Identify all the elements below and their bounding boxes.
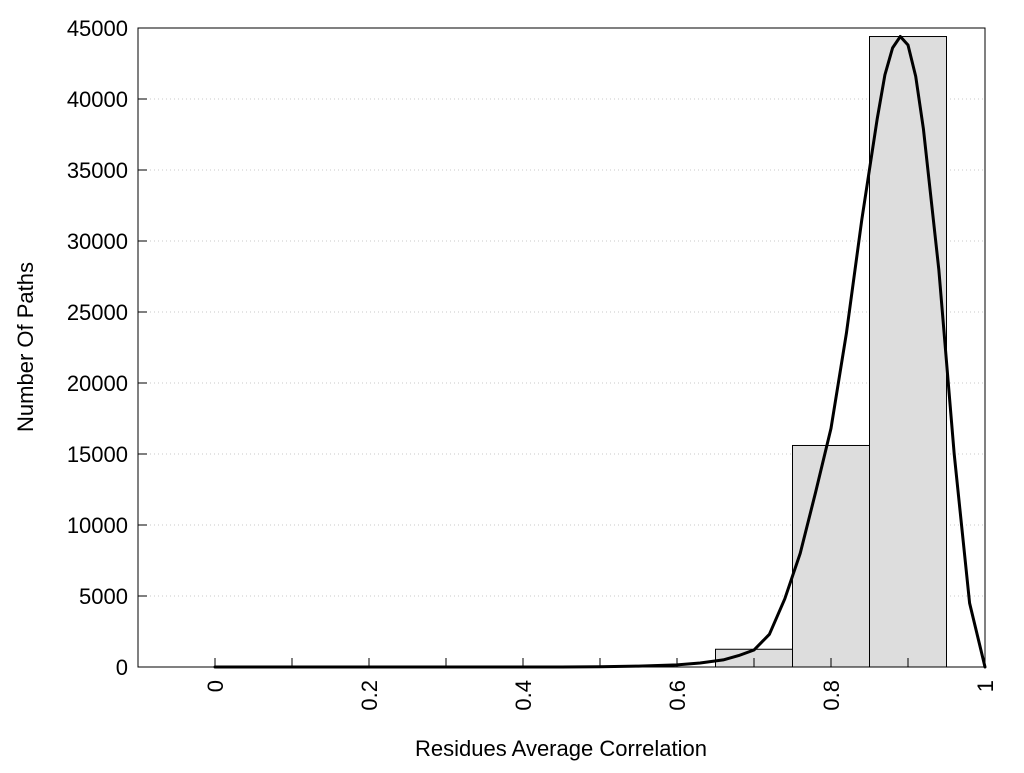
histogram-bar	[792, 444, 870, 668]
y-tick-label: 5000	[79, 584, 128, 609]
bars-layer	[715, 36, 947, 668]
x-tick-label: 0.8	[819, 680, 844, 711]
y-tick-label: 15000	[67, 442, 128, 467]
x-tick-label: 1	[973, 680, 998, 692]
y-tick-label: 45000	[67, 16, 128, 41]
x-axis-label: Residues Average Correlation	[415, 736, 707, 761]
labels-layer: 0 5000 10000 15000 20000 25000 30000 35000 40000…	[67, 16, 998, 711]
y-tick-label: 10000	[67, 513, 128, 538]
ticks-layer	[138, 27, 986, 668]
x-tick-label: 0.2	[357, 680, 382, 711]
y-tick-label: 25000	[67, 300, 128, 325]
y-tick-label: 20000	[67, 371, 128, 396]
x-tick-label: 0	[203, 680, 228, 692]
y-axis-label: Number Of Paths	[13, 262, 38, 432]
x-tick-label: 0.6	[665, 680, 690, 711]
y-tick-label: 30000	[67, 229, 128, 254]
y-tick-label: 40000	[67, 87, 128, 112]
x-tick-label: 0.4	[511, 680, 536, 711]
plot-frame	[137, 27, 986, 668]
y-tick-label: 0	[116, 655, 128, 680]
histogram-bar	[869, 36, 947, 668]
y-tick-label: 35000	[67, 158, 128, 183]
